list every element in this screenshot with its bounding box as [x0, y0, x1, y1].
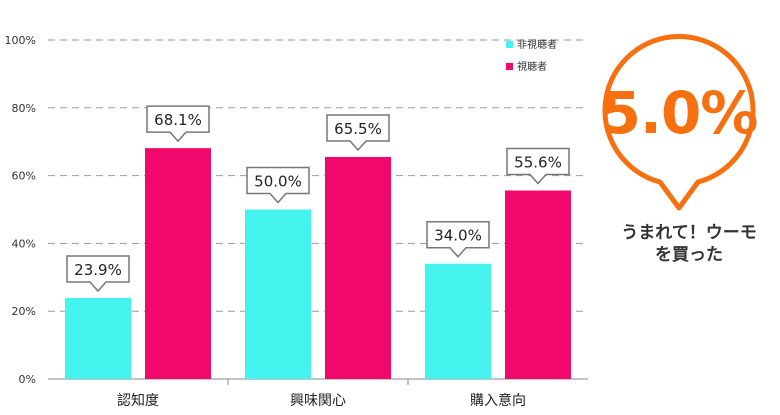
callout-caption-line1: うまれて！ウーモ: [621, 223, 757, 243]
callout-caption: うまれて！ウーモ を買った: [604, 222, 774, 266]
y-tick-label: 40%: [12, 237, 36, 250]
bar: [325, 156, 391, 379]
data-label: 55.6%: [514, 154, 562, 172]
y-tick-label: 100%: [5, 34, 36, 47]
y-tick-label: 20%: [12, 305, 36, 318]
data-label: 50.0%: [254, 173, 302, 191]
callout-bubble: 5.0%: [598, 26, 760, 216]
y-tick-label: 0%: [19, 373, 36, 386]
data-label: 34.0%: [434, 227, 482, 245]
bar: [245, 209, 311, 379]
y-tick-label: 60%: [12, 170, 36, 183]
callout-value: 5.0%: [600, 79, 759, 147]
bar: [425, 263, 491, 379]
legend-label: 視聴者: [517, 60, 547, 73]
data-label-box: [66, 255, 130, 293]
legend-swatch: [506, 63, 513, 70]
y-tick-label: 80%: [12, 102, 36, 115]
data-label: 68.1%: [154, 111, 202, 129]
data-label: 23.9%: [74, 261, 122, 279]
category-label: 興味関心: [290, 393, 346, 409]
speech-bubble-icon: [602, 33, 756, 211]
legend-swatch: [506, 41, 513, 48]
data-label-box: [246, 166, 310, 204]
data-label-box: [146, 105, 210, 143]
data-label: 65.5%: [334, 120, 382, 138]
category-label: 購入意向: [470, 392, 526, 409]
data-label-box: [506, 147, 570, 185]
data-label-box: [426, 220, 490, 258]
legend-label: 非視聴者: [517, 38, 557, 51]
bar-chart: 0% 20% 40% 60% 80% 100% 23.9% 68.1% 認知度 50.0% 65.5…: [5, 34, 588, 409]
bar: [505, 190, 571, 379]
category-label: 認知度: [117, 392, 159, 409]
data-label-box: [326, 114, 390, 152]
bar: [145, 148, 211, 379]
bar: [65, 297, 131, 379]
callout-caption-line2: を買った: [655, 245, 723, 265]
